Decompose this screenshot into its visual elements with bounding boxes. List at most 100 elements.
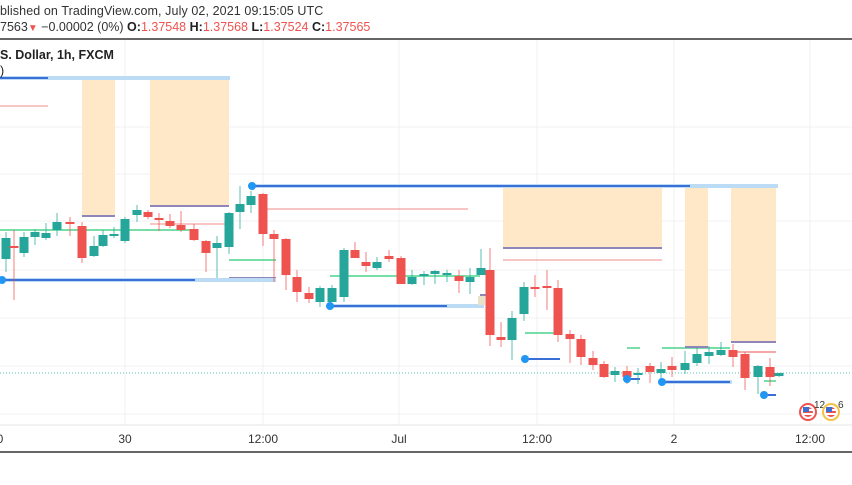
candle-down	[281, 239, 291, 275]
close-value: 1.37565	[325, 20, 371, 34]
candle-up	[30, 232, 40, 237]
anchor-dot	[623, 375, 631, 383]
x-axis-label: 12:00	[247, 432, 279, 446]
candle-up	[610, 371, 620, 375]
low-label: L:	[251, 20, 264, 34]
candle-down	[176, 225, 186, 230]
small-zone	[478, 296, 485, 305]
x-axis-label: 12:00	[521, 432, 553, 446]
candle-down	[728, 350, 738, 357]
anchor-dot	[248, 182, 256, 190]
candle-down	[292, 277, 302, 292]
candle-down	[65, 222, 75, 224]
candle-up	[430, 271, 440, 274]
candle-up	[692, 354, 702, 363]
candle-down	[384, 256, 394, 259]
candle-down	[542, 286, 552, 288]
candle-down	[496, 337, 506, 340]
candle-down	[599, 364, 609, 377]
candle-up	[109, 234, 119, 236]
open-label: O:	[127, 20, 141, 34]
candle-down	[143, 212, 153, 217]
candle-up	[774, 373, 784, 376]
candle-up	[1, 238, 11, 259]
candle-down	[622, 371, 632, 377]
candle-up	[656, 369, 666, 373]
candle-up	[753, 366, 763, 377]
candle-up	[476, 268, 486, 275]
candle-down	[645, 366, 655, 372]
anchor-dot	[658, 378, 666, 386]
candle-down	[9, 246, 19, 248]
candle-up	[89, 246, 99, 256]
us-event-icon[interactable]	[822, 403, 840, 421]
candle-up	[519, 287, 529, 314]
chart-subtitle: )	[0, 64, 5, 78]
candle-up	[120, 219, 130, 241]
candle-down	[765, 367, 775, 377]
candle-down	[485, 270, 495, 335]
high-label: H:	[189, 20, 203, 34]
candle-up	[52, 222, 62, 230]
open-value: 1.37548	[140, 20, 187, 34]
candle-up	[98, 235, 108, 246]
candle-up	[132, 210, 142, 215]
low-value: 1.37524	[263, 20, 309, 34]
candle-up	[224, 213, 234, 247]
down-arrow-icon: ▼	[27, 23, 38, 34]
event-count-12: 12	[814, 400, 826, 411]
candle-up	[212, 243, 222, 248]
last-price: 7563	[0, 20, 28, 34]
candle-down	[667, 366, 677, 370]
candle-up	[507, 318, 517, 340]
candle-up	[704, 352, 714, 356]
price-change: −0.00002 (0%)	[41, 20, 124, 34]
candle-down	[189, 229, 199, 240]
candle-up	[419, 274, 429, 276]
candle-down	[553, 288, 563, 335]
candle-down	[565, 334, 575, 339]
supply-zone	[731, 186, 776, 342]
candle-down	[588, 358, 598, 365]
price-chart[interactable]	[0, 40, 852, 451]
close-label: C:	[311, 20, 326, 34]
candle-up	[716, 350, 726, 355]
candle-up	[372, 262, 382, 268]
anchor-dot	[760, 391, 768, 399]
candle-up	[19, 237, 29, 253]
supply-zone	[150, 78, 229, 205]
candle-up	[246, 196, 256, 205]
candle-down	[77, 226, 87, 258]
candle-down	[361, 262, 371, 266]
candle-down	[350, 250, 360, 258]
supply-zone	[82, 78, 115, 216]
x-axis-label: 12:00	[794, 432, 826, 446]
candle-down	[201, 241, 211, 253]
x-axis-label: Jul	[391, 432, 407, 446]
candle-down	[258, 194, 268, 234]
chart-title: S. Dollar, 1h, FXCM	[0, 48, 114, 62]
anchor-dot	[521, 355, 529, 363]
anchor-dot	[326, 302, 334, 310]
candle-down	[304, 293, 314, 299]
candle-down	[454, 276, 464, 281]
candle-up	[680, 363, 690, 370]
candle-down	[165, 221, 175, 226]
candle-down	[530, 287, 540, 289]
anchor-dot	[0, 276, 6, 284]
supply-zone	[503, 186, 662, 248]
candle-up	[407, 277, 417, 284]
header-divider	[0, 38, 852, 40]
us-event-icon[interactable]	[799, 403, 817, 421]
candle-down	[396, 258, 406, 284]
candle-down	[154, 218, 164, 220]
event-count-6: 6	[838, 400, 844, 411]
candle-up	[235, 204, 245, 212]
candle-down	[269, 234, 279, 239]
candle-up	[633, 373, 643, 375]
candle-up	[327, 288, 337, 302]
footer-divider	[0, 451, 852, 453]
candle-up	[442, 273, 452, 275]
x-axis-label: 30	[118, 432, 132, 446]
x-axis-label: 0	[0, 432, 3, 446]
